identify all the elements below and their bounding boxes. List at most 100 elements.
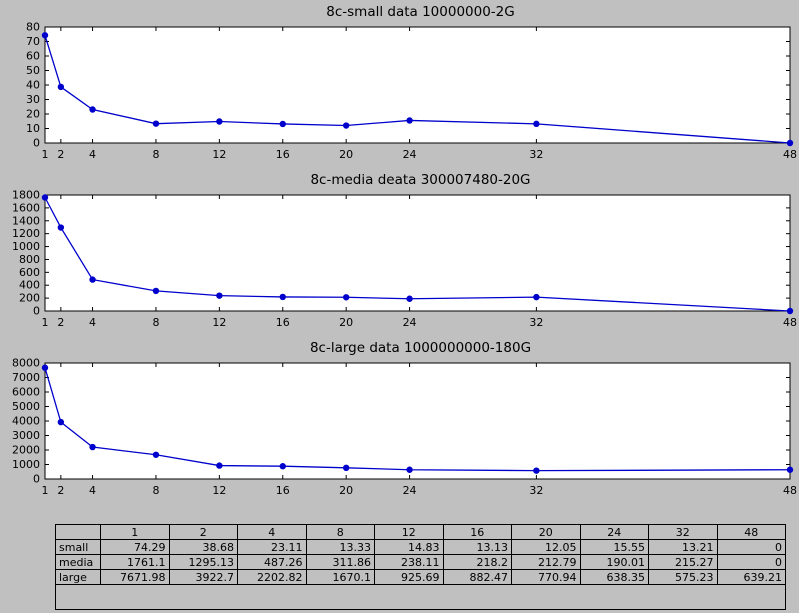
x-tick-label: 48 (783, 148, 797, 161)
table-cell: 218.2 (442, 554, 512, 570)
x-tick-label: 1 (42, 316, 49, 329)
table-cell: 1761.1 (100, 554, 170, 570)
table-cell: 0 (716, 554, 786, 570)
chart-large: 8c-large data 1000000000-180G 0 1000 2000 3… (0, 338, 799, 500)
x-tick-label: 4 (89, 148, 96, 161)
data-point (406, 466, 413, 473)
y-tick-label: 0 (33, 305, 40, 318)
x-tick-label: 48 (783, 316, 797, 329)
x-tick-label: 20 (339, 148, 353, 161)
table-col-header: 8 (305, 524, 375, 540)
y-tick-label: 400 (19, 279, 40, 292)
y-tick-label: 1400 (12, 214, 40, 227)
table-row: large 7671.98 3922.7 2202.82 1670.1 925.69 882… (55, 569, 786, 585)
table-col-header: 12 (374, 524, 444, 540)
y-tick-label: 3000 (12, 429, 40, 442)
data-point (152, 120, 160, 127)
data-point (406, 295, 413, 302)
table-corner-cell (56, 525, 101, 540)
x-tick-label: 32 (529, 148, 543, 161)
x-tick-label: 2 (57, 484, 64, 497)
data-point (342, 464, 350, 472)
x-tick-label: 32 (529, 484, 543, 497)
table-cell: 13.21 (648, 539, 718, 555)
table-cell: 74.29 (100, 539, 170, 555)
table-cell: 15.55 (579, 539, 649, 555)
table-cell: 13.33 (305, 539, 375, 555)
y-tick-label: 50 (26, 64, 40, 77)
chart-small-title: 8c-small data 10000000-2G (326, 4, 515, 20)
y-tick-label: 600 (19, 266, 40, 279)
table-cell: 575.23 (648, 569, 718, 585)
data-point (279, 293, 286, 301)
y-tick-label: 1200 (12, 227, 40, 240)
y-tick-label: 800 (19, 253, 40, 266)
y-tick-label: 200 (19, 292, 40, 305)
y-tick-label: 40 (26, 79, 40, 92)
x-tick-label: 2 (57, 148, 64, 161)
table-row: media 1761.1 1295.13 487.26 311.86 238.11 218.… (55, 554, 786, 570)
y-tick-label: 4000 (12, 415, 40, 428)
data-point (152, 287, 160, 295)
table-cell: 1295.13 (168, 554, 238, 570)
table-cell: 7671.98 (100, 569, 170, 585)
x-tick-label: 32 (529, 316, 543, 329)
data-point (406, 117, 413, 124)
x-tick-label: 20 (339, 484, 353, 497)
y-tick-label: 5000 (12, 400, 40, 413)
table-cell: 638.35 (579, 569, 649, 585)
data-point (533, 467, 540, 474)
x-tick-label: 16 (276, 148, 290, 161)
data-point (342, 122, 350, 129)
y-tick-label: 1600 (12, 201, 40, 214)
chart-media-title: 8c-media deata 300007480-20G (310, 172, 531, 188)
table-row-label: large (55, 569, 101, 585)
data-line (44, 35, 791, 144)
table-cell: 190.01 (579, 554, 649, 570)
chart-large-title: 8c-large data 1000000000-180G (309, 340, 532, 356)
data-point (216, 118, 223, 125)
table-cell: 13.13 (442, 539, 512, 555)
table-axes-frame: 1 2 4 8 12 16 20 24 32 48 small 74.29 38.68 23.11 13.3… (55, 524, 786, 610)
table-cell: 3922.7 (168, 569, 238, 585)
x-tick-label: 12 (212, 316, 226, 329)
table-col-header: 4 (237, 524, 307, 540)
y-tick-label: 2000 (12, 444, 40, 457)
data-point (533, 120, 540, 128)
table-row: small 74.29 38.68 23.11 13.33 14.83 13.13 12.05… (55, 539, 786, 555)
table-cell: 38.68 (168, 539, 238, 555)
x-tick-label: 16 (276, 316, 290, 329)
table-cell: 215.27 (648, 554, 718, 570)
x-tick-label: 1 (42, 148, 49, 161)
table-col-header: 16 (442, 524, 512, 540)
y-tick-label: 70 (26, 35, 40, 48)
table-row-label: small (55, 539, 101, 555)
table-cell: 12.05 (511, 539, 581, 555)
data-point (216, 292, 223, 299)
table-cell: 212.79 (511, 554, 581, 570)
plot-frame (44, 362, 791, 480)
data-point (533, 293, 540, 301)
y-tick-label: 1800 (12, 190, 40, 202)
data-line (44, 367, 791, 472)
data-table: 1 2 4 8 12 16 20 24 32 48 small 74.29 38.68 23.11 13.3… (55, 524, 786, 585)
y-tick-label: 10 (26, 122, 40, 135)
data-point (279, 463, 286, 470)
x-tick-label: 8 (152, 316, 159, 329)
table-cell: 14.83 (374, 539, 444, 555)
x-tick-label: 8 (152, 148, 159, 161)
data-line (44, 197, 791, 312)
y-tick-label: 6000 (12, 386, 40, 399)
y-tick-label: 8000 (12, 358, 40, 370)
data-point (342, 294, 350, 301)
table-cell: 238.11 (374, 554, 444, 570)
y-tick-label: 60 (26, 50, 40, 63)
table-cell: 23.11 (237, 539, 307, 555)
table-cell: 487.26 (237, 554, 307, 570)
table-row-label: media (55, 554, 101, 570)
data-point (786, 466, 794, 473)
data-point (786, 139, 794, 147)
table-cell: 770.94 (511, 569, 581, 585)
data-point (786, 307, 794, 315)
